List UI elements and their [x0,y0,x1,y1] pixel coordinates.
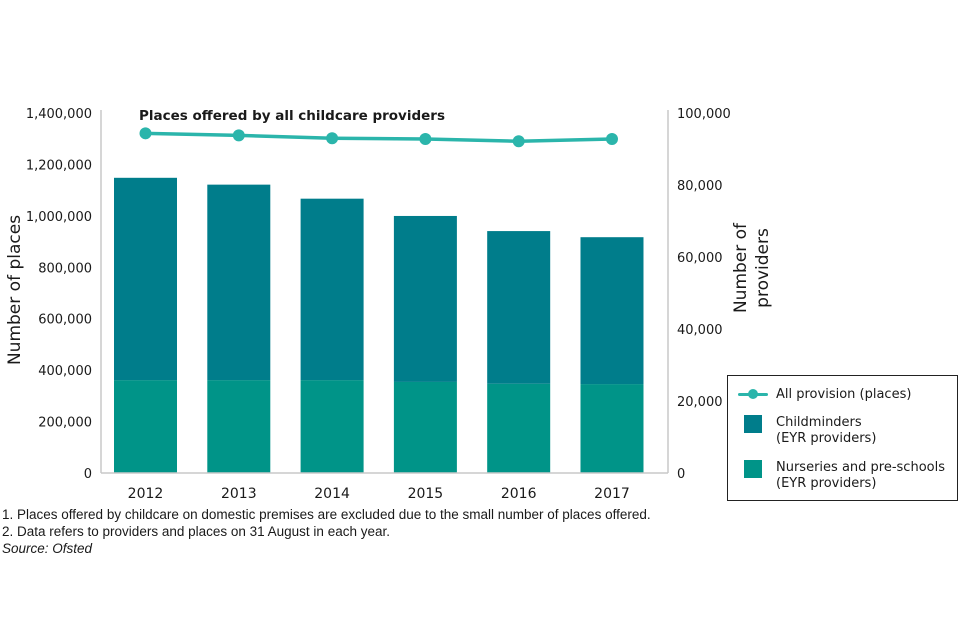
bar-nurseries-2017 [580,384,644,473]
left-tick-label: 800,000 [38,261,92,276]
bar-childminders-2014 [300,198,364,381]
right-axis-ticks: 0 20,000 40,000 60,000 80,000 100,000 [677,107,731,482]
left-axis-ticks: 0 200,000 400,000 600,000 800,000 1,000,000 1,… [26,107,92,482]
left-tick-label: 0 [84,467,92,482]
right-axis-title-line2: providers [753,228,773,308]
bar-nurseries-2013 [207,380,271,473]
line-point-2013 [232,129,245,142]
left-tick-label: 200,000 [38,416,92,431]
right-tick-label: 80,000 [677,179,723,194]
chart-title: Places offered by all childcare provider… [139,108,445,124]
footnote-1: 1. Places offered by childcare on domest… [2,507,651,522]
bar-childminders-2013 [207,184,271,381]
line-point-2016 [512,135,525,148]
legend-line-marker-icon [738,387,768,401]
bars-layer [114,177,644,473]
footnote-2: 2. Data refers to providers and places o… [2,524,390,539]
line-point-2012 [139,127,152,140]
legend-swatch-nurseries-icon [744,460,762,478]
left-tick-label: 1,200,000 [26,158,92,173]
bar-nurseries-2014 [300,380,364,473]
line-point-2017 [605,132,618,145]
right-tick-label: 20,000 [677,395,723,410]
source-note: Source: Ofsted [2,541,93,556]
x-tick-label: 2012 [128,486,164,502]
line-all-provision [145,131,613,144]
right-tick-label: 0 [677,467,685,482]
right-axis-title-line1: Number of [731,222,751,313]
legend-swatch-childminders-icon [744,415,762,433]
legend-item-childminders: Childminders (EYR providers) [738,415,876,447]
legend-label: Nurseries and pre-schools (EYR providers… [776,460,945,491]
left-tick-label: 1,400,000 [26,107,92,122]
legend-label: All provision (places) [776,387,912,402]
line-point-2014 [326,132,339,145]
legend: All provision (places) Childminders (EYR… [727,375,958,501]
bar-childminders-2016 [487,231,551,384]
left-tick-label: 600,000 [38,313,92,328]
footnotes: 1. Places offered by childcare on domest… [2,506,651,557]
line-point-2015 [419,132,432,145]
right-tick-label: 40,000 [677,323,723,338]
left-tick-label: 400,000 [38,364,92,379]
legend-label: Childminders (EYR providers) [776,415,877,446]
bar-childminders-2017 [580,237,644,385]
bar-nurseries-2015 [393,381,457,473]
right-tick-label: 100,000 [677,107,731,122]
legend-item-nurseries: Nurseries and pre-schools (EYR providers… [738,460,945,492]
line-layer [139,127,618,148]
x-axis-ticks: 2012 2013 2014 2015 2016 2017 [128,486,630,502]
bar-nurseries-2016 [487,383,551,473]
x-tick-label: 2013 [221,486,257,502]
bar-nurseries-2012 [114,380,177,473]
x-tick-label: 2017 [594,486,630,502]
right-tick-label: 60,000 [677,251,723,266]
x-tick-label: 2016 [501,486,537,502]
bar-childminders-2015 [393,215,457,382]
x-tick-label: 2015 [408,486,444,502]
legend-item-all-provision: All provision (places) [738,387,911,403]
left-axis-title: Number of places [5,215,25,365]
bar-childminders-2012 [114,177,177,381]
left-tick-label: 1,000,000 [26,210,92,225]
x-tick-label: 2014 [314,486,350,502]
